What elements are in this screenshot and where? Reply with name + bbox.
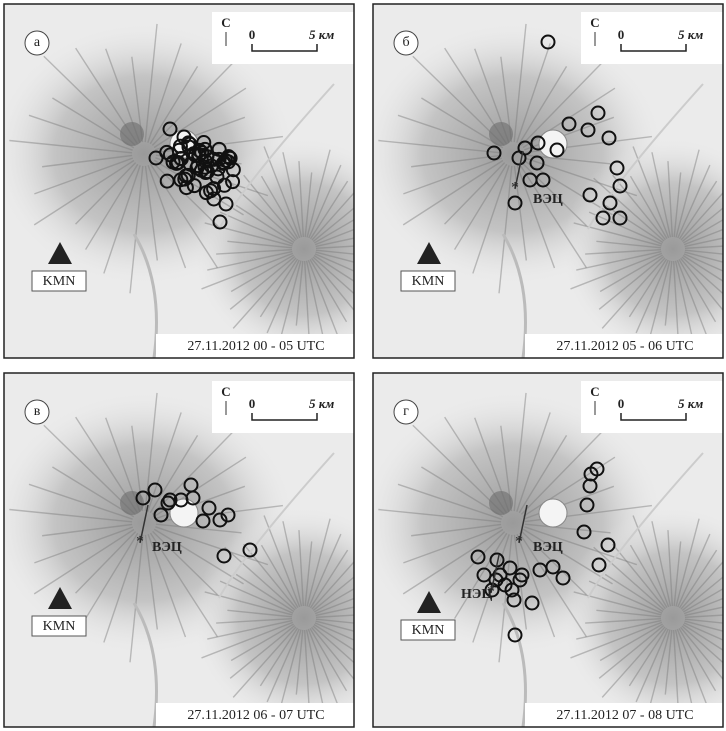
crater [539, 499, 567, 527]
station-label: KMN [43, 619, 76, 634]
panel-letter: г [403, 404, 409, 419]
date-label: 27.11.2012 00 - 05 UTC [187, 339, 324, 354]
vent-star: * [136, 534, 144, 551]
scale-zero: 0 [618, 27, 625, 42]
station-label: KMN [412, 623, 445, 638]
terrain: KMN а С 0 5 км 27.11.2012 00 - 05 UTC [0, 4, 414, 359]
north-label: С [221, 384, 230, 399]
scale-zero: 0 [618, 396, 625, 411]
scale-box [581, 12, 726, 64]
north-label: С [590, 15, 599, 30]
map-figure: KMN а С 0 5 км 27.11.2012 00 - 05 UTC * ВЭЦ KMN б… [0, 0, 726, 731]
scale-length: 5 км [309, 396, 334, 411]
vent-label: ВЭЦ [533, 192, 563, 207]
date-label: 27.11.2012 06 - 07 UTC [187, 708, 324, 723]
crater [489, 122, 513, 146]
scale-box [581, 381, 726, 433]
scale-length: 5 км [678, 396, 703, 411]
station-label: KMN [412, 274, 445, 289]
scale-box [212, 12, 362, 64]
date-label: 27.11.2012 05 - 06 UTC [556, 339, 693, 354]
crater [120, 122, 144, 146]
vent-label: ВЭЦ [152, 540, 182, 555]
terrain: * ВЭЦ KMN в С 0 5 км 27.11.2012 06 - 07 UTC [0, 373, 414, 728]
scale-zero: 0 [249, 396, 256, 411]
panel-letter: в [34, 404, 41, 419]
vent-star: * [515, 534, 523, 551]
map-panel: * ВЭЦ KMN б С 0 5 км 27.11.2012 05 - 06 UTC [363, 4, 726, 359]
crater [489, 491, 513, 515]
scale-zero: 0 [249, 27, 256, 42]
date-label: 27.11.2012 07 - 08 UTC [556, 708, 693, 723]
scale-length: 5 км [309, 27, 334, 42]
panel-letter: б [402, 35, 409, 50]
vent-label: НЭЦ [461, 587, 492, 602]
vent-star: * [511, 180, 519, 197]
terrain: * ВЭЦ KMN б С 0 5 км 27.11.2012 05 - 06 UTC [363, 4, 726, 359]
scale-box [212, 381, 362, 433]
north-label: С [221, 15, 230, 30]
vent-label: ВЭЦ [533, 540, 563, 555]
map-panel: * ВЭЦ KMN в С 0 5 км 27.11.2012 06 - 07 UTC [0, 373, 414, 728]
map-panel: KMN а С 0 5 км 27.11.2012 00 - 05 UTC [0, 4, 414, 359]
scale-length: 5 км [678, 27, 703, 42]
station-label: KMN [43, 274, 76, 289]
panel-letter: а [34, 35, 41, 50]
north-label: С [590, 384, 599, 399]
